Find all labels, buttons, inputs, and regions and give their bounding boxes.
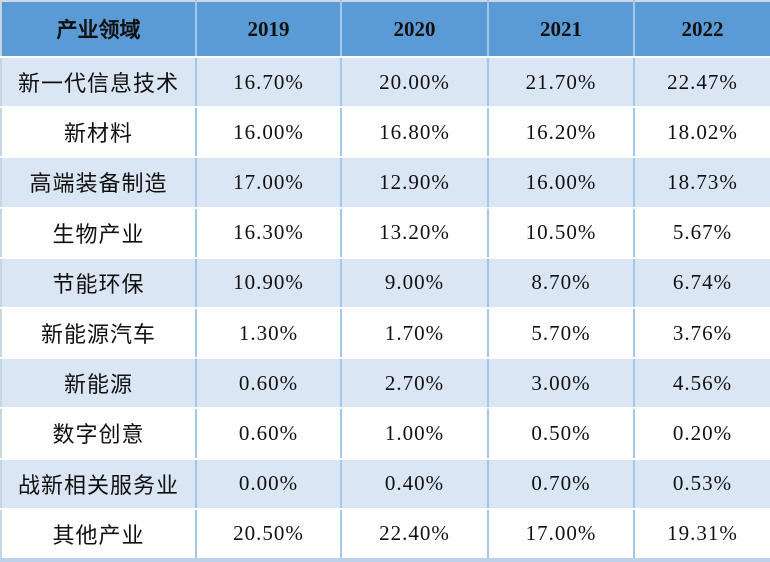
value-cell[interactable]: 21.70% bbox=[488, 57, 635, 109]
row-label-cell[interactable]: 新能源 bbox=[0, 358, 197, 410]
table-row: 战新相关服务业 0.00% 0.40% 0.70% 0.53% bbox=[0, 458, 770, 510]
table-row: 节能环保 10.90% 9.00% 8.70% 6.74% bbox=[0, 257, 770, 309]
value-cell[interactable]: 16.00% bbox=[196, 107, 342, 159]
header-cell-2021[interactable]: 2021 bbox=[488, 0, 635, 58]
value-cell[interactable]: 18.73% bbox=[634, 157, 770, 209]
value-cell[interactable]: 3.00% bbox=[488, 358, 635, 410]
table-body: 新一代信息技术 16.70% 20.00% 21.70% 22.47% 新材料 … bbox=[0, 57, 770, 562]
row-label-cell[interactable]: 新材料 bbox=[0, 107, 197, 159]
value-cell[interactable]: 17.00% bbox=[488, 508, 635, 562]
value-cell[interactable]: 20.50% bbox=[196, 508, 342, 562]
header-cell-2020[interactable]: 2020 bbox=[341, 0, 489, 58]
table-row: 新材料 16.00% 16.80% 16.20% 18.02% bbox=[0, 107, 770, 159]
row-label-cell[interactable]: 数字创意 bbox=[0, 408, 197, 460]
value-cell[interactable]: 22.47% bbox=[634, 57, 770, 109]
value-cell[interactable]: 18.02% bbox=[634, 107, 770, 159]
value-cell[interactable]: 1.30% bbox=[196, 307, 342, 360]
value-cell[interactable]: 17.00% bbox=[196, 157, 342, 209]
value-cell[interactable]: 0.40% bbox=[341, 458, 489, 510]
value-cell[interactable]: 20.00% bbox=[341, 57, 489, 109]
row-label-cell[interactable]: 节能环保 bbox=[0, 257, 197, 309]
value-cell[interactable]: 0.53% bbox=[634, 458, 770, 510]
value-cell[interactable]: 6.74% bbox=[634, 257, 770, 309]
value-cell[interactable]: 2.70% bbox=[341, 358, 489, 410]
value-cell[interactable]: 5.70% bbox=[488, 307, 635, 360]
header-cell-2022[interactable]: 2022 bbox=[634, 0, 770, 58]
value-cell[interactable]: 10.50% bbox=[488, 207, 635, 259]
row-label-cell[interactable]: 新能源汽车 bbox=[0, 307, 197, 360]
value-cell[interactable]: 16.70% bbox=[196, 57, 342, 109]
value-cell[interactable]: 3.76% bbox=[634, 307, 770, 360]
value-cell[interactable]: 0.60% bbox=[196, 358, 342, 410]
table-row: 数字创意 0.60% 1.00% 0.50% 0.20% bbox=[0, 408, 770, 460]
value-cell[interactable]: 19.31% bbox=[634, 508, 770, 562]
value-cell[interactable]: 0.60% bbox=[196, 408, 342, 460]
table-row: 高端装备制造 17.00% 12.90% 16.00% 18.73% bbox=[0, 157, 770, 209]
table-row: 其他产业 20.50% 22.40% 17.00% 19.31% bbox=[0, 508, 770, 562]
value-cell[interactable]: 16.30% bbox=[196, 207, 342, 259]
value-cell[interactable]: 10.90% bbox=[196, 257, 342, 309]
value-cell[interactable]: 1.70% bbox=[341, 307, 489, 360]
value-cell[interactable]: 9.00% bbox=[341, 257, 489, 309]
table-row: 新能源汽车 1.30% 1.70% 5.70% 3.76% bbox=[0, 307, 770, 360]
value-cell[interactable]: 0.70% bbox=[488, 458, 635, 510]
value-cell[interactable]: 16.00% bbox=[488, 157, 635, 209]
header-row: 产业领域 2019 2020 2021 2022 bbox=[0, 0, 770, 58]
row-label-cell[interactable]: 战新相关服务业 bbox=[0, 458, 197, 510]
header-cell-2019[interactable]: 2019 bbox=[196, 0, 342, 58]
row-label-cell[interactable]: 生物产业 bbox=[0, 207, 197, 259]
row-label-cell[interactable]: 其他产业 bbox=[0, 508, 197, 562]
value-cell[interactable]: 22.40% bbox=[341, 508, 489, 562]
value-cell[interactable]: 12.90% bbox=[341, 157, 489, 209]
row-label-cell[interactable]: 新一代信息技术 bbox=[0, 57, 197, 109]
row-label-cell[interactable]: 高端装备制造 bbox=[0, 157, 197, 209]
value-cell[interactable]: 0.20% bbox=[634, 408, 770, 460]
value-cell[interactable]: 13.20% bbox=[341, 207, 489, 259]
table-row: 新能源 0.60% 2.70% 3.00% 4.56% bbox=[0, 358, 770, 410]
value-cell[interactable]: 16.20% bbox=[488, 107, 635, 159]
header-cell-field[interactable]: 产业领域 bbox=[0, 0, 197, 58]
value-cell[interactable]: 8.70% bbox=[488, 257, 635, 309]
value-cell[interactable]: 0.00% bbox=[196, 458, 342, 510]
value-cell[interactable]: 0.50% bbox=[488, 408, 635, 460]
value-cell[interactable]: 1.00% bbox=[341, 408, 489, 460]
value-cell[interactable]: 4.56% bbox=[634, 358, 770, 410]
table-header: 产业领域 2019 2020 2021 2022 bbox=[0, 0, 770, 58]
value-cell[interactable]: 5.67% bbox=[634, 207, 770, 259]
value-cell[interactable]: 16.80% bbox=[341, 107, 489, 159]
table-row: 新一代信息技术 16.70% 20.00% 21.70% 22.47% bbox=[0, 57, 770, 109]
table-row: 生物产业 16.30% 13.20% 10.50% 5.67% bbox=[0, 207, 770, 259]
